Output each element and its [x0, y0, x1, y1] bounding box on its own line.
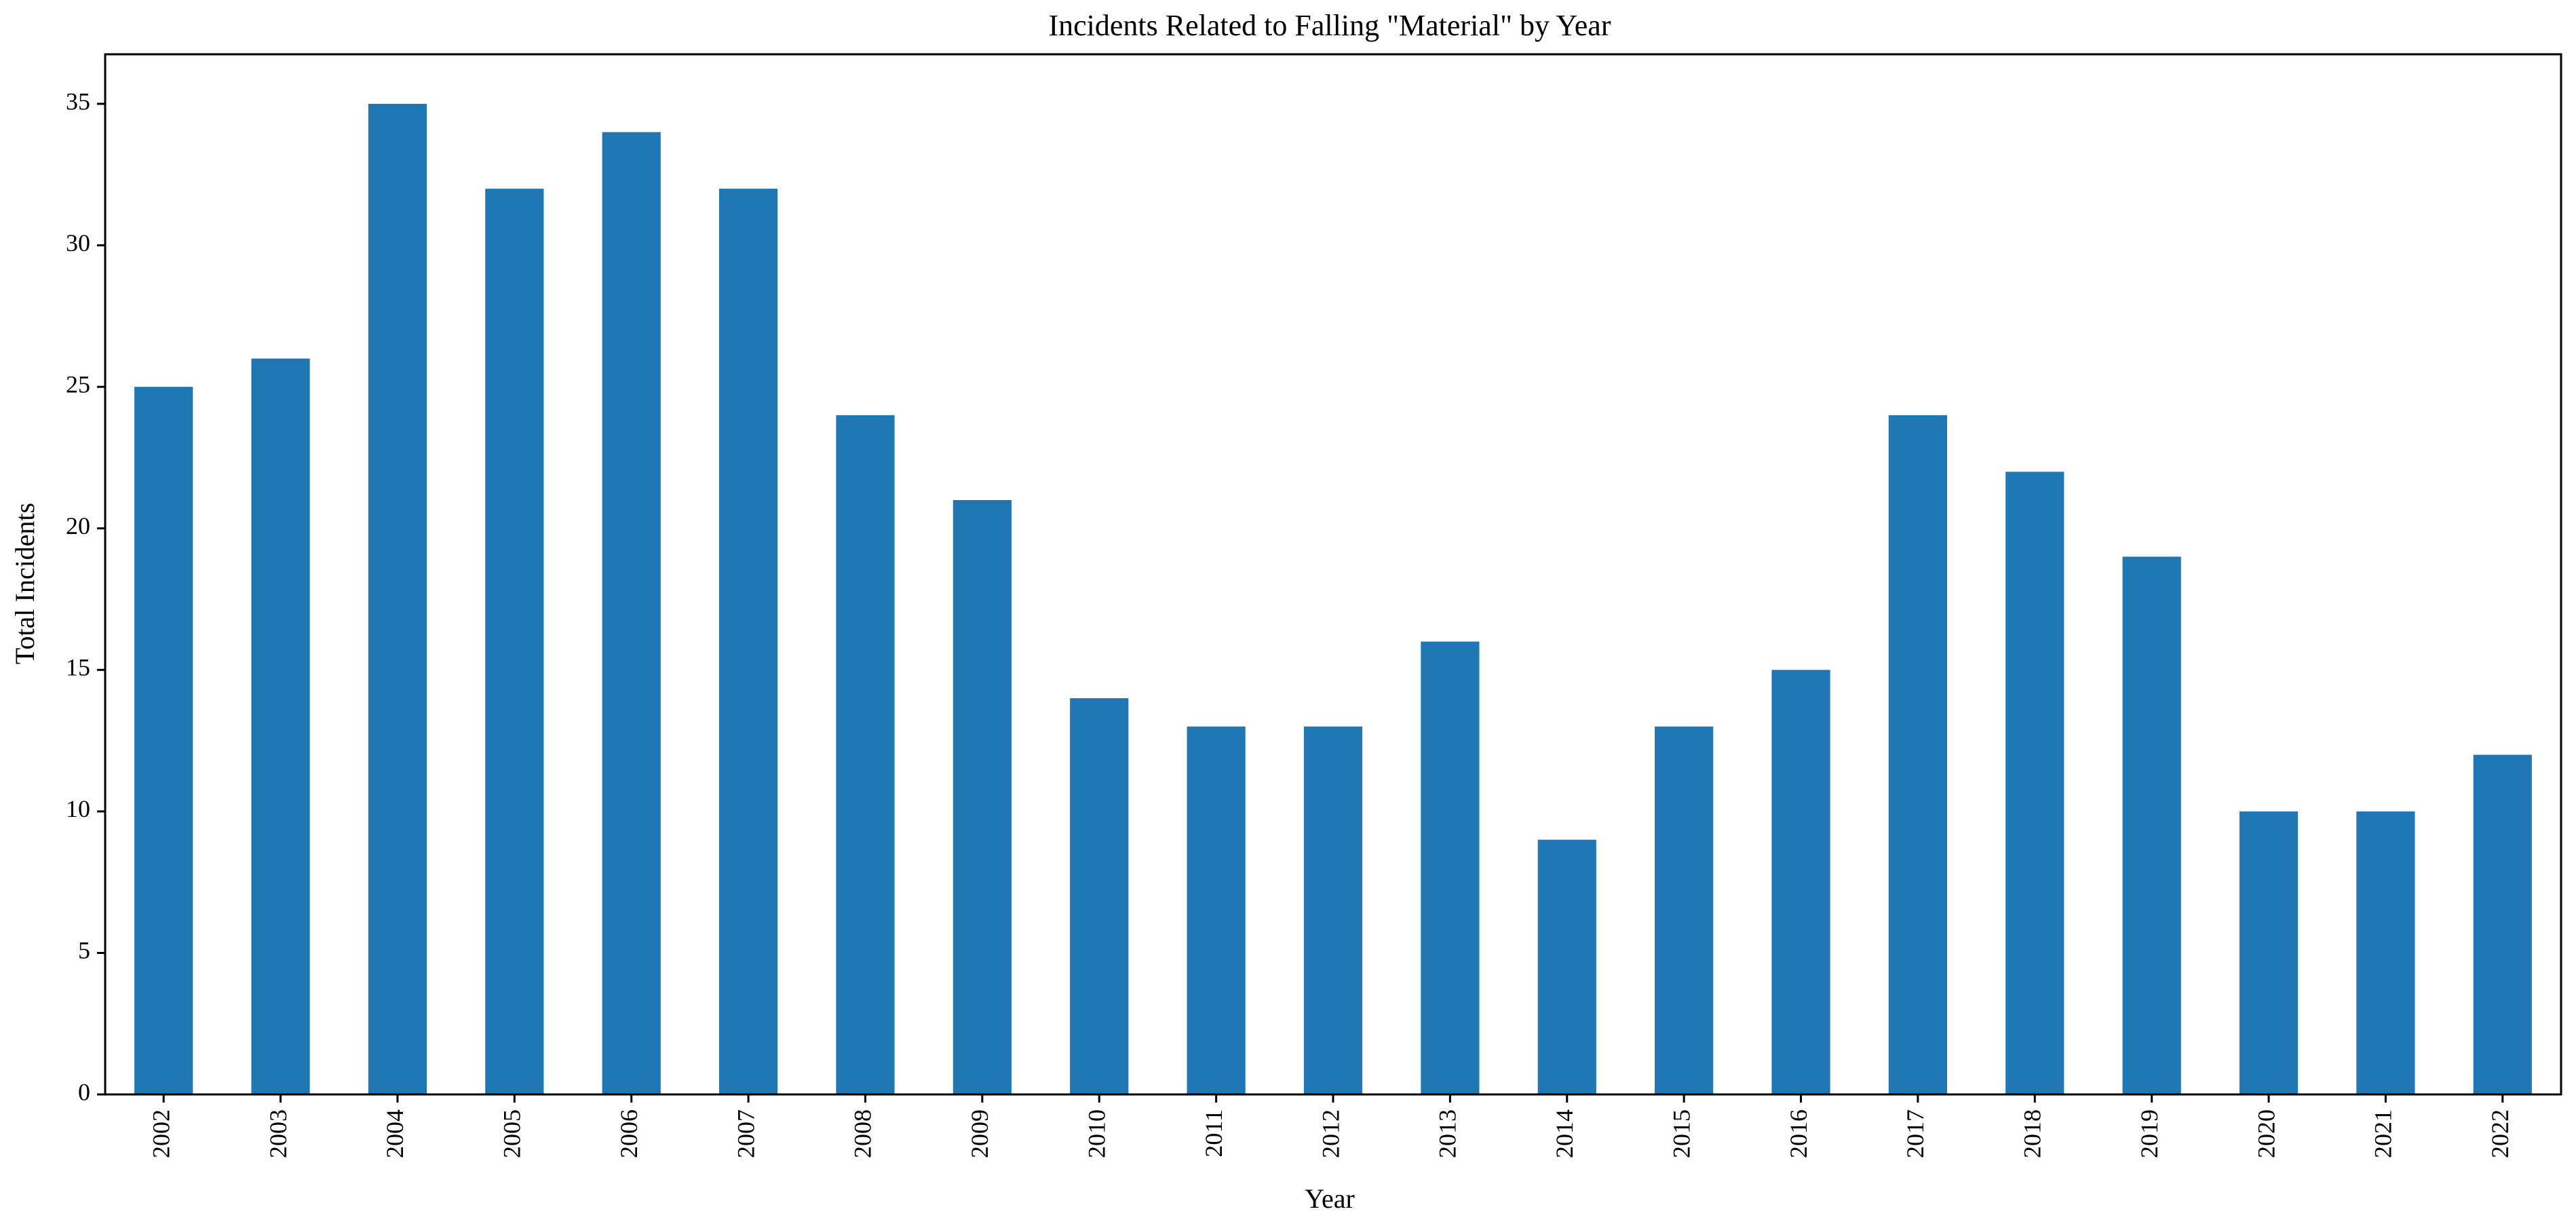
bar-2003 [251, 358, 310, 1095]
bar-2022 [2473, 755, 2532, 1094]
y-axis-ticks: 0 5 10 15 20 25 30 35 [66, 88, 105, 1105]
y-tick-label-35: 35 [66, 88, 90, 115]
bar-2012 [1303, 726, 1363, 1094]
x-tick-label-2020: 2020 [2252, 1109, 2280, 1158]
x-tick-label-2021: 2021 [2370, 1109, 2397, 1158]
x-tick-label-2010: 2010 [1083, 1109, 1111, 1158]
x-tick-label-2004: 2004 [381, 1109, 408, 1158]
bar-2006 [602, 132, 661, 1095]
bar-2015 [1655, 726, 1714, 1094]
bar-2019 [2122, 556, 2181, 1094]
y-tick-label-5: 5 [78, 937, 90, 964]
bar-2007 [719, 189, 778, 1094]
bar-2021 [2356, 811, 2415, 1094]
bar-2004 [368, 104, 427, 1094]
x-tick-label-2002: 2002 [147, 1109, 174, 1158]
bar-2020 [2239, 811, 2299, 1094]
bar-2002 [134, 387, 193, 1094]
y-tick-label-10: 10 [66, 795, 90, 822]
x-tick-label-2005: 2005 [499, 1109, 526, 1158]
chart-title: Incidents Related to Falling "Material" … [1049, 9, 1611, 42]
y-tick-label-15: 15 [66, 654, 90, 681]
x-tick-label-2015: 2015 [1668, 1109, 1695, 1158]
bar-2009 [953, 500, 1012, 1094]
bars-group [134, 104, 2532, 1095]
x-tick-label-2012: 2012 [1317, 1109, 1344, 1158]
bar-2013 [1421, 641, 1480, 1094]
y-tick-label-25: 25 [66, 370, 90, 398]
x-tick-label-2013: 2013 [1434, 1109, 1461, 1158]
x-axis-label: Year [1305, 1183, 1355, 1214]
y-tick-label-20: 20 [66, 512, 90, 539]
x-tick-label-2009: 2009 [966, 1109, 993, 1158]
y-tick-label-0: 0 [78, 1078, 90, 1105]
bar-2014 [1537, 839, 1596, 1094]
x-tick-label-2014: 2014 [1551, 1109, 1578, 1158]
x-tick-label-2003: 2003 [265, 1109, 292, 1158]
bar-2005 [485, 189, 544, 1094]
bar-2016 [1771, 670, 1830, 1094]
bar-2018 [2005, 472, 2064, 1094]
bar-2010 [1070, 698, 1129, 1094]
y-tick-label-30: 30 [66, 229, 90, 256]
x-tick-label-2006: 2006 [615, 1109, 642, 1158]
x-tick-label-2008: 2008 [849, 1109, 877, 1158]
x-tick-label-2016: 2016 [1785, 1109, 1812, 1158]
x-axis-ticks: 2002 2003 2004 2005 2006 2007 2008 2009 2010 2011… [147, 1094, 2514, 1158]
bar-2011 [1187, 726, 1246, 1094]
bar-2008 [836, 415, 895, 1094]
x-tick-label-2011: 2011 [1200, 1109, 1227, 1158]
x-tick-label-2018: 2018 [2019, 1109, 2046, 1158]
bar-2017 [1888, 415, 1947, 1094]
x-tick-label-2007: 2007 [732, 1109, 759, 1158]
x-tick-label-2017: 2017 [1902, 1109, 1929, 1158]
x-tick-label-2022: 2022 [2486, 1109, 2514, 1158]
plot-frame [104, 53, 2562, 1096]
x-tick-label-2019: 2019 [2136, 1109, 2163, 1158]
y-axis-label: Total Incidents [9, 503, 40, 664]
